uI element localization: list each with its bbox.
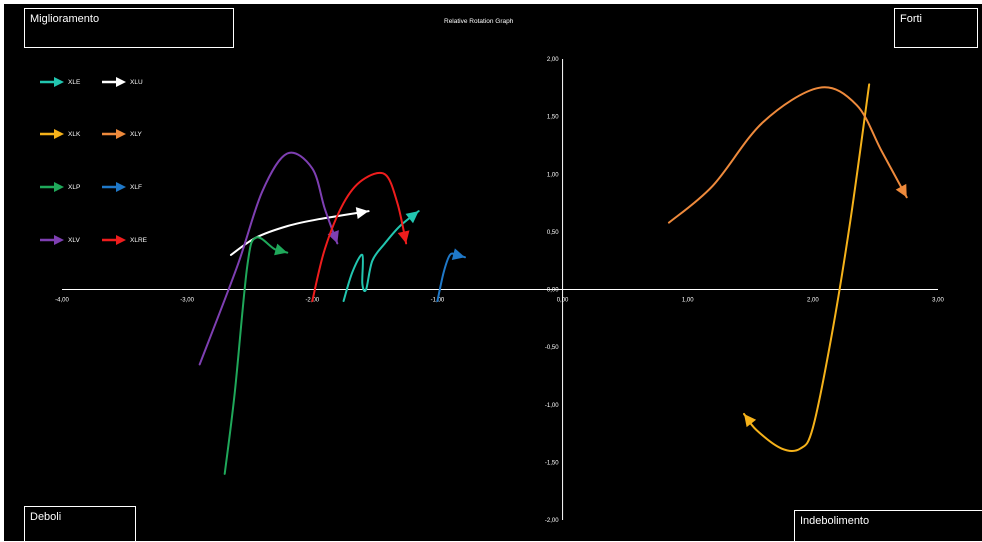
legend-xly-label: XLY [130, 131, 142, 138]
legend-xlk-label: XLK [68, 131, 81, 138]
x-tick-label: 2,00 [807, 298, 819, 304]
y-tick-label: -1,50 [545, 460, 559, 466]
quadrant-label-top-right: Forti [894, 8, 978, 48]
chart-frame: -4,00 -3,00 -2,00 -1,00 0,00 1,00 2,00 3,00 2,00… [4, 4, 982, 542]
y-tick-label: -0,50 [545, 345, 559, 351]
quadrant-label-top-left: Miglioramento [24, 8, 234, 48]
x-tick-label: -4,00 [55, 298, 69, 304]
series-xlre-arrowhead [397, 230, 410, 244]
x-tick-label: 0,00 [557, 298, 569, 304]
legend-xlv-label: XLV [68, 237, 80, 244]
legend-xlre-label: XLRE [130, 237, 148, 244]
quadrant-label-bottom-right: Indebolimento [794, 510, 982, 542]
legend-xlf-arrow-icon [116, 182, 126, 192]
y-tick-label: 2,00 [547, 57, 559, 63]
legend-xlp-arrow-icon [54, 182, 64, 192]
series-xlre-line [311, 171, 408, 303]
legend-xlu-arrow-icon [116, 77, 126, 87]
legend-xlre-arrow-icon [116, 235, 126, 245]
chart-title: Relative Rotation Graph [444, 18, 514, 25]
quadrant-label-bottom-left: Deboli [24, 506, 136, 542]
series-xly-line [667, 86, 908, 224]
series-xlv-line [198, 151, 339, 366]
legend-xlf-label: XLF [130, 184, 142, 191]
y-tick-label: -1,00 [545, 403, 559, 409]
legend-xlu-label: XLU [130, 79, 143, 86]
y-tick-label: 1,00 [547, 172, 559, 178]
series-xlp-arrowhead [274, 243, 288, 256]
x-tick-label: -3,00 [180, 298, 194, 304]
y-tick-label: -2,00 [545, 518, 559, 524]
y-tick-label: 0,00 [547, 288, 559, 294]
series-xlu-arrowhead [355, 207, 369, 219]
x-tick-label: 3,00 [932, 298, 944, 304]
series-xlk-arrowhead [744, 413, 757, 428]
legend-xle-arrow-icon [54, 77, 64, 87]
series-xlp-line [223, 236, 289, 475]
legend-xlv-arrow-icon [54, 235, 64, 245]
series-xlf-line [436, 252, 466, 303]
y-tick-label: 1,50 [547, 115, 559, 121]
legend-xlk-arrow-icon [54, 129, 64, 139]
series-xlk-line [743, 83, 871, 452]
y-tick-label: 0,50 [547, 230, 559, 236]
legend-xle-label: XLE [68, 79, 81, 86]
series-xlu-line [229, 210, 370, 256]
series-xly-arrowhead [895, 183, 907, 198]
legend-xlp-label: XLP [68, 184, 80, 191]
legend-xly-arrow-icon [116, 129, 126, 139]
rrg-chart: -4,00 -3,00 -2,00 -1,00 0,00 1,00 2,00 3,00 2,00… [40, 57, 944, 524]
x-tick-label: 1,00 [682, 298, 694, 304]
series-xle-arrowhead [405, 211, 419, 224]
series-xle-line [342, 210, 420, 303]
series-xlf-arrowhead [451, 248, 465, 260]
